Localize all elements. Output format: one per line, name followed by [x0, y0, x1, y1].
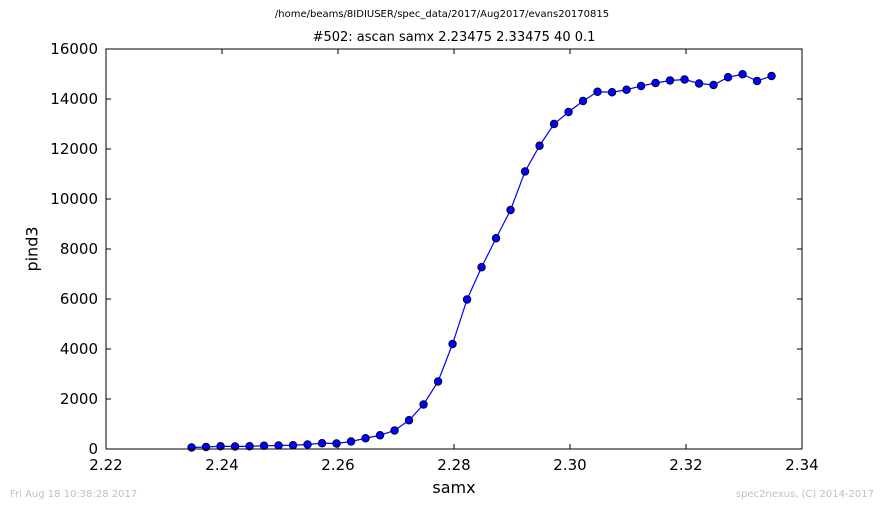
y-axis-label: pind3: [22, 226, 42, 272]
series-line: [191, 73, 772, 449]
y-tick-label: 12000: [50, 140, 98, 158]
data-point: [332, 439, 341, 448]
data-point: [651, 78, 660, 88]
x-tick-label: 2.28: [437, 456, 470, 474]
x-axis-label: samx: [432, 478, 476, 497]
data-point: [535, 141, 544, 150]
data-point: [375, 431, 385, 440]
y-tick-label: 6000: [60, 290, 98, 308]
axes-frame: [105, 48, 803, 450]
data-point: [201, 442, 211, 452]
data-point: [274, 441, 283, 450]
data-point: [520, 167, 530, 176]
y-tick-label: 16000: [50, 40, 98, 58]
data-point: [390, 426, 399, 435]
data-point: [448, 339, 457, 349]
data-point: [767, 71, 776, 81]
y-tick-label: 4000: [60, 340, 98, 358]
data-point: [680, 75, 689, 84]
y-tick-label: 10000: [50, 190, 98, 208]
data-point: [622, 85, 631, 94]
timestamp-footer: Fri Aug 18 10:38:28 2017: [10, 489, 138, 500]
data-point: [564, 107, 573, 117]
y-tick-label: 14000: [50, 90, 98, 108]
data-point: [752, 76, 762, 86]
figure-suptitle: /home/beams/8IDIUSER/spec_data/2017/Aug2…: [274, 9, 610, 20]
data-point: [636, 81, 646, 91]
data-point: [607, 88, 617, 97]
data-point: [419, 400, 428, 409]
data-point: [404, 416, 414, 425]
data-point: [245, 442, 254, 451]
data-point: [303, 440, 312, 449]
x-tick-label: 2.34: [785, 456, 818, 474]
data-point: [506, 205, 515, 215]
data-point: [723, 73, 733, 82]
data-point: [549, 119, 559, 129]
data-point: [694, 79, 704, 88]
chart-title: #502: ascan samx 2.23475 2.33475 40 0.1: [312, 30, 596, 45]
data-point: [462, 295, 472, 304]
data-point: [288, 441, 298, 450]
data-point: [361, 434, 370, 443]
data-point: [665, 76, 675, 85]
data-point: [593, 87, 602, 96]
data-point: [477, 263, 486, 272]
y-tick-label: 8000: [60, 240, 98, 258]
data-point: [259, 441, 269, 450]
data-point: [433, 377, 443, 386]
data-point: [346, 437, 356, 446]
data-point: [738, 70, 747, 79]
copyright-footer: spec2nexus, (C) 2014-2017: [735, 489, 874, 500]
x-tick-label: 2.32: [669, 456, 702, 474]
x-tick-label: 2.26: [321, 456, 354, 474]
data-point: [230, 442, 240, 451]
x-tick-label: 2.22: [89, 456, 122, 474]
x-tick-label: 2.30: [553, 456, 586, 474]
data-point: [709, 80, 718, 90]
y-tick-label: 0: [88, 440, 98, 458]
x-tick-label: 2.24: [205, 456, 238, 474]
data-point: [187, 443, 196, 452]
data-point: [317, 439, 327, 448]
y-tick-label: 2000: [60, 390, 98, 408]
data-point: [491, 234, 501, 243]
data-point: [578, 96, 588, 106]
